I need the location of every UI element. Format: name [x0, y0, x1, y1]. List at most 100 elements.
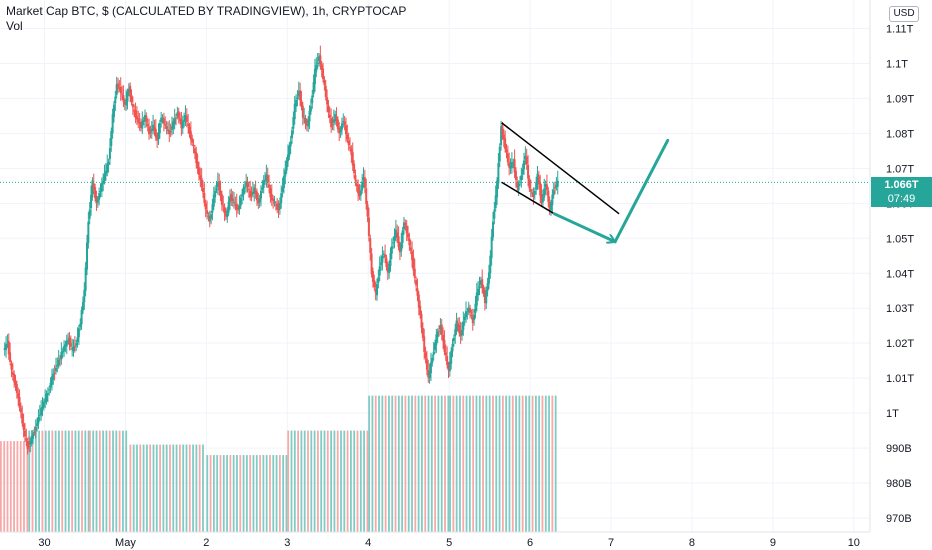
candle-body [343, 121, 346, 125]
candle-body [222, 205, 225, 207]
candle-body [104, 170, 107, 176]
time-tick-label: 2 [203, 537, 209, 549]
candle-body [102, 180, 105, 184]
candle-body [548, 202, 551, 210]
volume-bar [216, 455, 219, 532]
candle-body [401, 230, 404, 243]
volume-bar [54, 430, 57, 532]
volume-bar [388, 395, 390, 532]
candle-body [250, 194, 253, 196]
candle-body [393, 235, 396, 241]
candle-body [50, 376, 53, 385]
candle-body [103, 174, 106, 182]
candle-body [148, 126, 151, 135]
volume-bar [359, 430, 362, 532]
candle-body [510, 162, 513, 169]
volume-bar [384, 395, 387, 532]
candle-body [40, 407, 43, 416]
candle-body [255, 191, 258, 201]
volume-bar [424, 395, 427, 532]
candle-body [295, 99, 298, 107]
volume-bar [290, 430, 293, 532]
time-tick-label: 9 [770, 537, 776, 549]
candle-body [331, 124, 334, 126]
price-axis[interactable]: 1.11T1.1T1.09T1.08T1.07T1.06T1.05T1.04T1… [869, 0, 932, 550]
volume-bar [98, 430, 101, 532]
candle-body [100, 182, 103, 192]
volume-bar [34, 430, 37, 532]
candle-body [28, 445, 30, 447]
candle-body [79, 323, 82, 328]
candle-body [297, 91, 300, 97]
volume-bar [551, 395, 554, 532]
volume-bar [41, 430, 44, 532]
volume-bar [38, 430, 41, 532]
volume-bar [353, 430, 356, 532]
candle-body [490, 236, 493, 258]
candle-body [191, 138, 194, 143]
candle-body [127, 88, 130, 93]
volume-bar [371, 395, 374, 532]
candle-body [180, 119, 183, 129]
candle-body [381, 256, 384, 263]
candle-body [390, 246, 393, 254]
volume-bar [81, 430, 83, 532]
volume-bar [346, 430, 349, 532]
candle-body [420, 314, 423, 328]
volume-bar [278, 455, 281, 532]
candle-body [396, 232, 399, 238]
volume-bar [185, 444, 188, 532]
candle-body [444, 352, 447, 356]
candle-body [157, 133, 160, 140]
volume-bar [95, 430, 98, 532]
candle-body [239, 197, 242, 206]
candle-body [199, 175, 202, 180]
projected-rise-line [613, 138, 670, 244]
volume-bar [421, 395, 423, 532]
candle-body [382, 253, 385, 255]
volume-bar [366, 430, 369, 532]
volume-bar [310, 430, 313, 532]
candle-body [183, 120, 186, 122]
candle-body [15, 384, 18, 393]
candle-body [158, 123, 161, 134]
candle-body [110, 131, 113, 147]
candle-body [358, 191, 361, 197]
candle-body [508, 162, 511, 168]
volume-bar [249, 455, 252, 532]
candle-body [376, 284, 378, 296]
candle-body [466, 311, 469, 313]
volume-bar [374, 395, 377, 532]
candle-body [181, 121, 184, 129]
candle-body [408, 238, 411, 246]
candle-body [366, 204, 369, 217]
candle-body [313, 68, 316, 85]
volume-bar [149, 444, 152, 532]
candle-body [68, 337, 71, 345]
candle-body [369, 238, 372, 253]
candle-body [92, 183, 95, 189]
currency-button[interactable]: USD [889, 6, 919, 22]
candle-body [340, 123, 343, 130]
volume-bar [455, 395, 458, 532]
candle-body [197, 167, 200, 176]
volume-bar [521, 395, 524, 532]
candle-body [42, 401, 45, 408]
volume-bar [112, 430, 114, 532]
candle-body [377, 277, 380, 283]
candle-body [346, 134, 349, 140]
time-axis[interactable]: 30 May 2 3 4 5 6 7 8 9 10 [0, 531, 870, 549]
candle-body [56, 365, 59, 367]
candle-body [193, 148, 196, 154]
candle-body [483, 292, 486, 303]
candle-body [473, 314, 476, 321]
volume-bar [340, 430, 342, 532]
candle-body [309, 106, 312, 112]
candle-body [10, 363, 13, 370]
candle-body [535, 182, 538, 190]
candle-body [512, 162, 515, 164]
price-tick-label: 970B [886, 513, 912, 525]
candle-body [312, 82, 315, 94]
candle-body [189, 131, 192, 140]
